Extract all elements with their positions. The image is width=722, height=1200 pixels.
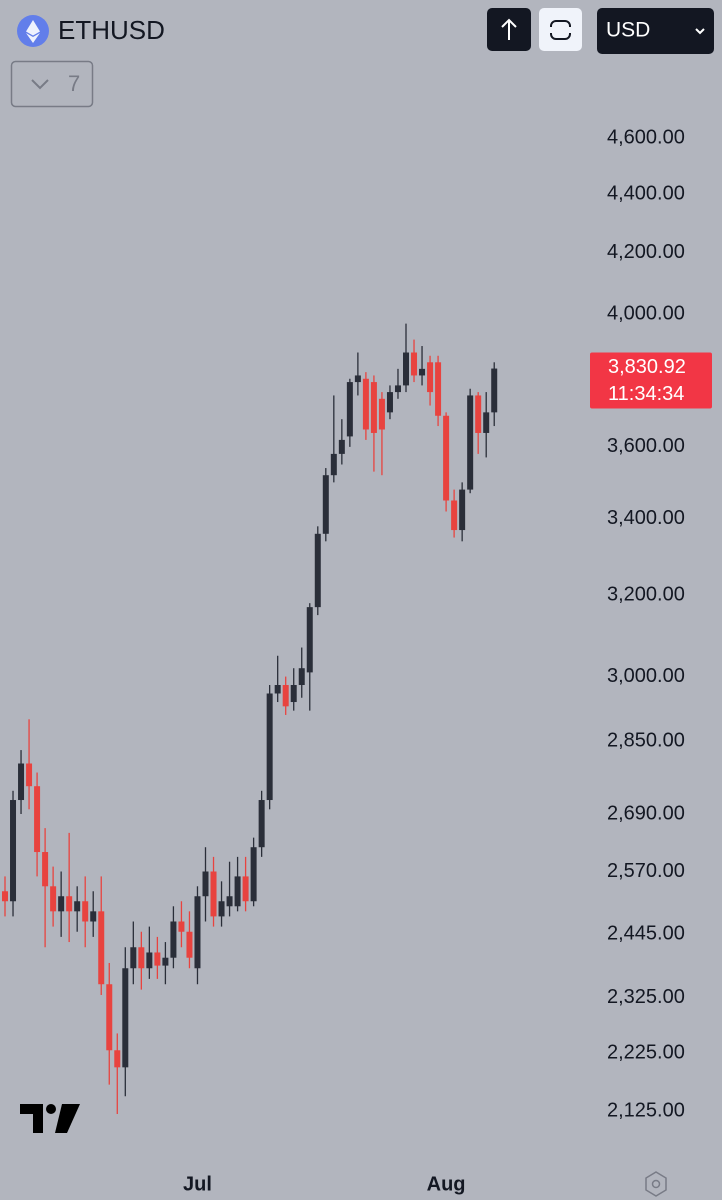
candle-body (298, 668, 305, 686)
price-label-box (590, 352, 712, 409)
candle-body (419, 368, 426, 376)
candle-body (475, 395, 482, 433)
candle-body (82, 901, 89, 922)
candle-body (122, 968, 129, 1068)
candle-body (162, 957, 169, 966)
candle-body (178, 921, 185, 932)
candle-body (18, 763, 25, 801)
candle-body (10, 800, 17, 902)
last-price: 3,830.92 (608, 356, 686, 378)
candle-body (282, 685, 289, 707)
candle-body (114, 1050, 121, 1068)
candle-body (258, 800, 265, 848)
y-tick-label: 4,600.00 (607, 126, 685, 148)
candle-body (411, 352, 418, 376)
candle-body (354, 375, 361, 383)
y-tick-label: 4,400.00 (607, 182, 685, 204)
candle-body (2, 891, 8, 902)
scroll-up-button[interactable] (487, 8, 531, 51)
currency-select[interactable]: USD (597, 8, 714, 54)
settings-icon[interactable] (645, 1171, 667, 1197)
candle-body (74, 901, 81, 912)
candle-body (491, 368, 498, 413)
candle-body (386, 392, 393, 413)
y-tick-label: 2,325.00 (607, 986, 685, 1008)
y-tick-label: 2,690.00 (607, 802, 685, 824)
countdown: 11:34:34 (608, 383, 684, 405)
x-tick-label: Aug (427, 1173, 466, 1195)
candle-body (98, 911, 105, 985)
candle-body (266, 693, 273, 801)
candle-body (274, 685, 281, 694)
candle-body (314, 533, 321, 608)
y-tick-label: 2,850.00 (607, 729, 685, 751)
candle-body (170, 921, 177, 958)
candle-body (451, 500, 458, 531)
y-tick-label: 4,200.00 (607, 241, 685, 263)
candle-body (50, 886, 57, 912)
y-tick-label: 2,125.00 (607, 1099, 685, 1121)
y-tick-label: 3,200.00 (607, 584, 685, 606)
candle-body (322, 475, 329, 534)
fit-button[interactable] (539, 8, 582, 51)
candle-body (194, 896, 201, 969)
candle-body (250, 847, 257, 902)
candle-body (34, 786, 41, 853)
candle-body (42, 852, 49, 887)
candle-body (378, 398, 385, 430)
tradingview-logo (20, 1104, 80, 1133)
candle-body (226, 896, 233, 907)
candle-body (427, 362, 434, 393)
candle-body (130, 947, 137, 969)
candle-body (58, 896, 65, 912)
candle-body (306, 607, 313, 673)
symbol: ETHUSD (58, 15, 165, 45)
candle-body (338, 439, 345, 454)
y-tick-label: 3,000.00 (607, 665, 685, 687)
candle-body (370, 382, 377, 433)
candle-body (346, 382, 353, 437)
interval-count: 7 (68, 71, 80, 96)
candle-body (242, 876, 249, 902)
candle-body (26, 763, 33, 787)
candle-body (234, 876, 241, 907)
candle-body (467, 395, 474, 490)
candle-body (146, 952, 153, 969)
candle-body (154, 952, 161, 966)
eth-icon (17, 15, 49, 47)
y-tick-label: 4,000.00 (607, 302, 685, 324)
y-tick-label: 2,445.00 (607, 923, 685, 945)
interval-badge[interactable]: 7 (10, 60, 94, 108)
candle-body (443, 415, 450, 501)
candle-body (330, 453, 337, 476)
candle-body (483, 412, 490, 433)
candle-body (394, 385, 401, 393)
candle-body (459, 489, 466, 531)
y-tick-label: 2,570.00 (607, 860, 685, 882)
y-tick-label: 2,225.00 (607, 1041, 685, 1063)
x-tick-label: Jul (183, 1173, 212, 1195)
candle-body (90, 911, 97, 922)
currency: USD (606, 19, 650, 42)
candle-body (435, 362, 442, 416)
candle-body (290, 685, 297, 703)
candle-body (403, 352, 409, 386)
candle-body (362, 378, 369, 430)
y-tick-label: 3,600.00 (607, 435, 685, 457)
candle-body (106, 984, 113, 1051)
candle-body (210, 871, 217, 917)
candle-body (202, 871, 209, 897)
y-tick-label: 3,400.00 (607, 507, 685, 529)
candle-body (186, 931, 193, 958)
candle-body (138, 947, 145, 969)
candle-body (218, 901, 225, 917)
candle-body (66, 896, 73, 912)
